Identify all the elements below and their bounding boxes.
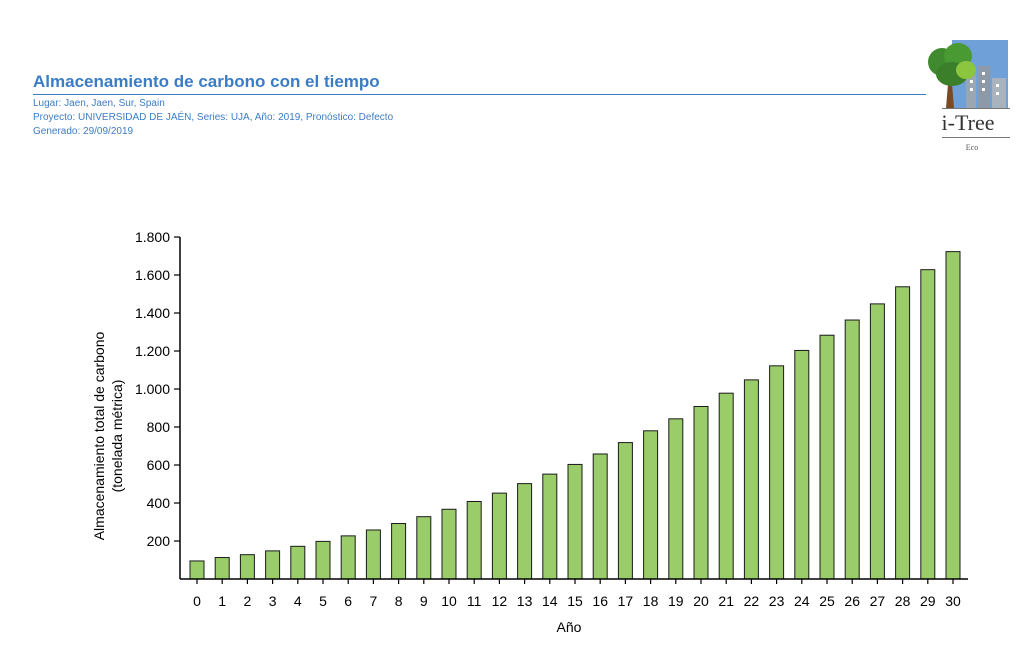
y-tick-label: 800 [147,419,171,435]
bar-year-17 [617,442,633,580]
report-location: Lugar: Jaen, Jaen, Sur, Spain [33,98,165,109]
bar-year-26 [844,319,860,580]
x-axis-label: Año [557,619,582,635]
x-tick-label: 20 [693,593,709,609]
x-tick-label: 21 [718,593,734,609]
bar-year-30 [945,251,961,580]
y-axis-label: Almacenamiento total de carbono (tonelada… [91,332,125,541]
x-tick-label: 23 [769,593,785,609]
report-project: Proyecto: UNIVERSIDAD DE JAÉN, Series: U… [33,112,394,123]
y-axis-label-line: Almacenamiento total de carbono [91,332,107,541]
bar-year-6 [340,535,356,580]
x-tick-label: 0 [193,593,201,609]
x-tick-label: 18 [643,593,659,609]
x-tick-label: 16 [592,593,608,609]
x-tick-label: 29 [920,593,936,609]
x-tick-label: 13 [517,593,533,609]
bar-year-19 [668,418,684,580]
y-tick-label: 1.800 [135,229,170,245]
bar-year-24 [794,349,810,580]
logo-brand-text: i-Tree [942,110,995,135]
bar-year-11 [466,500,482,580]
bar-year-29 [920,269,936,580]
bar-year-5 [315,540,331,580]
x-tick-label: 30 [945,593,961,609]
x-axis-ticks: 0 1 2 3 4 5 6 7 8 9 10 11 12 13 14 15 16 17 18 19 20 21 22 23 24… [193,579,961,609]
bar-year-4 [290,545,306,580]
x-tick-label: 27 [870,593,886,609]
x-tick-label: 9 [420,593,428,609]
x-tick-label: 4 [294,593,302,609]
x-tick-label: 3 [269,593,277,609]
x-tick-label: 17 [618,593,634,609]
bar-year-27 [869,303,885,580]
x-tick-label: 22 [744,593,760,609]
bar-year-3 [265,550,281,580]
x-tick-label: 2 [244,593,252,609]
x-tick-label: 14 [542,593,558,609]
x-tick-label: 11 [467,593,482,609]
y-tick-label: 600 [147,457,171,473]
x-tick-label: 6 [344,593,352,609]
x-tick-label: 15 [567,593,583,609]
bar-year-22 [743,379,759,580]
bar-year-2 [239,554,255,580]
bar-year-10 [441,508,457,580]
y-tick-label: 400 [147,495,171,511]
x-tick-label: 12 [492,593,508,609]
bar-year-20 [693,405,709,580]
bar-year-7 [365,529,381,580]
y-axis-label-line: (tonelada métrica) [109,380,125,493]
bar-year-23 [769,365,785,580]
y-tick-label: 200 [147,533,171,549]
x-tick-label: 5 [319,593,327,609]
y-tick-label: 1.400 [135,305,170,321]
report-title: Almacenamiento de carbono con el tiempo [33,72,380,91]
bar-year-8 [391,523,407,580]
itree-logo: i-Tree Eco [926,40,1010,152]
report-header: Almacenamiento de carbono con el tiempo [33,72,380,92]
y-tick-label: 1.200 [135,343,170,359]
x-tick-label: 7 [370,593,378,609]
bars [189,251,961,580]
y-tick-label: 1.600 [135,267,170,283]
x-tick-label: 19 [668,593,684,609]
logo-product-text: Eco [966,143,978,152]
bar-year-18 [643,430,659,580]
bar-year-1 [214,557,230,580]
bar-year-14 [542,473,558,580]
report-generated: Generado: 29/09/2019 [33,126,134,137]
bar-year-28 [895,286,911,580]
bar-year-0 [189,560,205,580]
title-divider [33,94,926,95]
x-tick-label: 26 [844,593,860,609]
bar-year-13 [517,483,533,580]
x-tick-label: 25 [819,593,835,609]
bar-year-9 [416,516,432,580]
x-tick-label: 8 [395,593,403,609]
report-meta: Lugar: Jaen, Jaen, Sur, Spain Proyecto: … [33,97,393,139]
x-tick-label: 10 [441,593,457,609]
bar-year-25 [819,334,835,580]
tree-city-icon: i-Tree Eco [928,40,1010,152]
bar-year-21 [718,392,734,580]
x-tick-label: 28 [895,593,911,609]
x-tick-label: 1 [218,593,226,609]
bar-year-15 [567,463,583,580]
bar-year-12 [491,492,507,580]
y-tick-label: 1.000 [135,381,170,397]
y-axis-ticks: 200 400 600 800 1.000 1.200 1.400 1.600 1.800 [135,229,180,549]
bar-year-16 [592,453,608,580]
x-tick-label: 24 [794,593,810,609]
